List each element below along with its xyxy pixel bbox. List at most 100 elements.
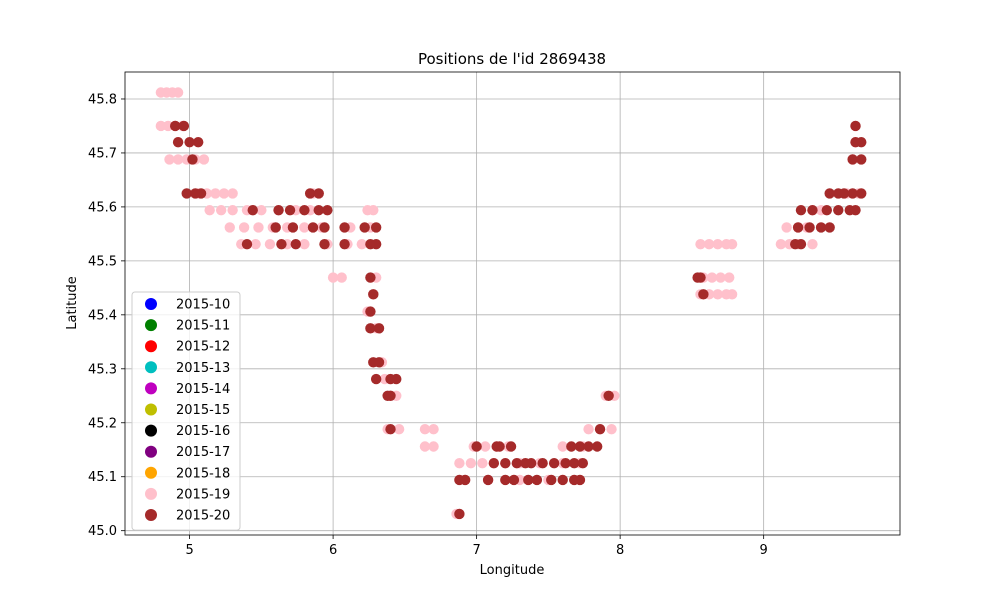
scatter-point (181, 188, 192, 199)
scatter-point (537, 458, 548, 469)
scatter-point (164, 154, 175, 165)
grid-layer (125, 72, 900, 535)
scatter-point (606, 424, 617, 435)
scatter-point (385, 390, 396, 401)
scatter-point (299, 238, 310, 250)
scatter-point (480, 441, 491, 452)
scatter-point (304, 188, 316, 199)
x-tick-label: 6 (329, 543, 337, 558)
points-layer (155, 87, 867, 520)
legend-marker (145, 487, 157, 500)
scatter-point (505, 441, 517, 452)
scatter-point (856, 188, 867, 199)
scatter-point (523, 474, 534, 486)
scatter-point (795, 204, 807, 216)
scatter-point (850, 120, 861, 132)
scatter-point (454, 458, 465, 469)
scatter-point (603, 390, 614, 401)
y-tick-label: 45.6 (88, 200, 117, 215)
scatter-point (712, 289, 723, 300)
scatter-point (284, 204, 296, 216)
scatter-point (195, 188, 207, 199)
x-tick-label: 7 (472, 543, 480, 558)
legend-entry-label: 2015-12 (176, 340, 230, 355)
scatter-point (569, 458, 580, 469)
scatter-point (847, 154, 858, 165)
legend-marker (145, 509, 157, 521)
scatter-point (557, 441, 568, 452)
scatter-point (781, 222, 792, 233)
scatter-point (471, 441, 482, 452)
scatter-point (270, 222, 281, 233)
scatter-point (365, 272, 376, 283)
scatter-point (368, 204, 379, 216)
scatter-point (695, 272, 706, 283)
legend-entry-label: 2015-13 (176, 361, 230, 376)
scatter-point (210, 188, 221, 199)
scatter-point (833, 204, 844, 216)
scatter-point (531, 474, 543, 486)
scatter-point (428, 424, 439, 435)
scatter-point (370, 373, 382, 385)
scatter-point (850, 136, 861, 148)
scatter-point (560, 458, 571, 469)
scatter-point (256, 204, 267, 216)
scatter-point (594, 424, 606, 435)
scatter-point (724, 272, 735, 283)
scatter-point (313, 188, 324, 199)
scatter-point (192, 136, 204, 148)
scatter-point (574, 441, 586, 452)
scatter-point (583, 441, 594, 452)
legend-entry-label: 2015-18 (176, 466, 230, 481)
scatter-point (356, 238, 368, 250)
legend: 2015-10 2015-11 2015-12 2015-13 2015-14 2015-… (131, 291, 241, 531)
y-tick-label: 45.7 (88, 146, 117, 161)
legend-entry-label: 2015-20 (176, 509, 230, 524)
chart-title: Positions de l'id 2869438 (418, 50, 606, 68)
scatter-point (273, 204, 284, 216)
scatter-point (454, 474, 465, 486)
scatter-point (465, 458, 477, 469)
scatter-point (336, 272, 347, 283)
scatter-point (172, 136, 184, 148)
scatter-point (370, 222, 382, 233)
scatter-point (373, 323, 385, 334)
scatter-point (494, 441, 505, 452)
y-tick-label: 45.2 (88, 416, 117, 431)
scatter-point (821, 204, 833, 216)
scatter-point (511, 458, 523, 469)
scatter-point (591, 441, 603, 452)
scatter-point (726, 238, 738, 250)
scatter-point (339, 222, 350, 233)
scatter-point (583, 424, 594, 435)
scatter-point (546, 474, 557, 486)
x-tick-label: 9 (760, 543, 768, 558)
legend-entry-label: 2015-15 (176, 403, 230, 418)
legend-marker (145, 319, 157, 332)
legend-marker (145, 382, 157, 395)
scatter-point (204, 204, 215, 216)
scatter-point (715, 272, 726, 283)
legend-marker (145, 403, 157, 416)
scatter-point (792, 222, 804, 233)
scatter-point (241, 238, 253, 250)
scatter-point (359, 222, 370, 233)
scatter-point (706, 272, 718, 283)
scatter-point (824, 222, 835, 233)
scatter-point (238, 222, 250, 233)
scatter-point (224, 222, 235, 233)
scatter-point (299, 222, 310, 233)
scatter-point (287, 222, 299, 233)
x-axis-label: Longitude (480, 563, 545, 578)
scatter-point (804, 222, 815, 233)
legend-entry-label: 2015-11 (176, 319, 230, 334)
legend-frame (131, 291, 241, 531)
x-tick-label: 5 (185, 543, 193, 558)
scatter-point (454, 508, 465, 520)
scatter-point (577, 458, 589, 469)
y-tick-label: 45.5 (88, 254, 117, 269)
scatter-point (227, 204, 238, 216)
scatter-point (482, 474, 494, 486)
ticks-layer: 5 6 7 8 9 45.0 45.1 45.2 45.3 45.4 45.5 45.6 45.7 45.… (88, 92, 768, 558)
